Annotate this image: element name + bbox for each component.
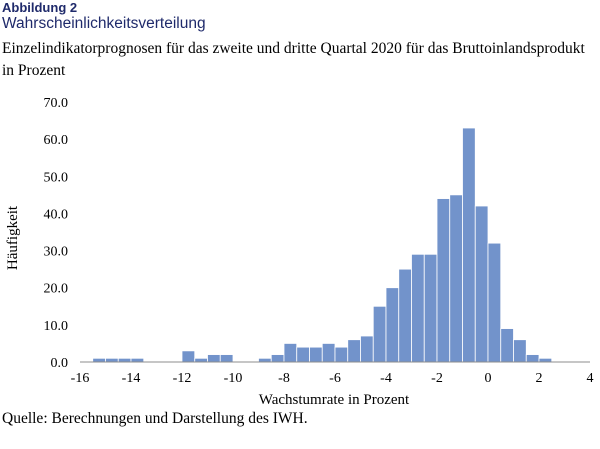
histogram-chart: Häufigkeit 0.0 10.0 20.0 30.0 40.0 50.0 60.0 70… bbox=[0, 88, 600, 408]
y-tick-label: 20.0 bbox=[44, 282, 69, 297]
y-tick-label: 40.0 bbox=[44, 207, 69, 222]
histogram-bar bbox=[513, 339, 527, 363]
histogram-bar bbox=[423, 253, 438, 363]
histogram-bar bbox=[258, 357, 272, 363]
x-tick-label: -8 bbox=[278, 371, 290, 386]
histogram-bar bbox=[360, 335, 374, 363]
histogram-bar bbox=[334, 346, 349, 363]
histogram-bar bbox=[270, 354, 285, 363]
histogram-bar bbox=[449, 194, 463, 363]
y-tick-label: 60.0 bbox=[44, 133, 69, 148]
figure-number: Abbildung 2 bbox=[2, 0, 78, 15]
histogram-bar bbox=[487, 242, 502, 363]
y-axis-label-group: Häufigkeit bbox=[5, 205, 21, 270]
y-tick-label: 50.0 bbox=[44, 170, 69, 185]
histogram-bar bbox=[105, 357, 119, 363]
y-tick-label: 10.0 bbox=[44, 319, 69, 334]
histogram-bar bbox=[194, 357, 208, 363]
figure-title: Wahrscheinlichkeitsverteilung bbox=[2, 15, 206, 32]
histogram-bar bbox=[398, 268, 412, 363]
y-tick-label: 70.0 bbox=[44, 96, 69, 111]
x-axis-label: Wachstumrate in Prozent bbox=[259, 392, 410, 408]
x-tick-label: 2 bbox=[536, 371, 543, 386]
histogram-bar bbox=[538, 357, 553, 363]
x-tick-label: -12 bbox=[173, 371, 192, 386]
histogram-svg: Häufigkeit 0.0 10.0 20.0 30.0 40.0 50.0 60.0 70… bbox=[5, 96, 594, 408]
x-tick-label: -6 bbox=[329, 371, 341, 386]
y-tick-label: 30.0 bbox=[44, 245, 69, 260]
x-tick-labels: -16 -14 -12 -10 -8 -6 -4 -2 0 2 4 bbox=[71, 371, 594, 386]
histogram-bar bbox=[309, 346, 323, 363]
x-tick-label: -16 bbox=[71, 371, 90, 386]
histogram-bar bbox=[130, 357, 145, 363]
histogram-bars bbox=[92, 127, 553, 363]
histogram-bar bbox=[372, 305, 387, 363]
histogram-bar bbox=[283, 343, 298, 363]
histogram-bar bbox=[92, 357, 106, 363]
x-tick-label: -2 bbox=[431, 371, 443, 386]
histogram-bar bbox=[296, 346, 310, 363]
y-axis-label: Häufigkeit bbox=[5, 205, 21, 270]
histogram-bar bbox=[525, 354, 540, 363]
histogram-bar bbox=[411, 253, 425, 363]
histogram-bar bbox=[181, 350, 196, 363]
histogram-bar bbox=[385, 287, 400, 363]
histogram-bar bbox=[321, 343, 336, 363]
histogram-bar bbox=[500, 328, 514, 363]
y-tick-labels: 0.0 10.0 20.0 30.0 40.0 50.0 60.0 70.0 bbox=[44, 96, 69, 371]
histogram-bar bbox=[219, 354, 234, 363]
histogram-bar bbox=[347, 339, 361, 363]
figure-subtitle: Einzelindikatorprognosen für das zweite … bbox=[2, 40, 585, 79]
x-tick-label: -10 bbox=[224, 371, 243, 386]
x-tick-label: -4 bbox=[380, 371, 392, 386]
histogram-bar bbox=[462, 127, 476, 363]
x-tick-label: -14 bbox=[122, 371, 141, 386]
x-tick-label: 0 bbox=[485, 371, 492, 386]
histogram-bar bbox=[474, 205, 489, 363]
figure-source: Quelle: Berechnungen und Darstellung des… bbox=[2, 410, 308, 427]
y-tick-label: 0.0 bbox=[51, 356, 69, 371]
histogram-bar bbox=[207, 354, 221, 363]
x-tick-label: 4 bbox=[587, 371, 594, 386]
histogram-bar bbox=[117, 357, 132, 363]
histogram-bar bbox=[436, 198, 451, 363]
